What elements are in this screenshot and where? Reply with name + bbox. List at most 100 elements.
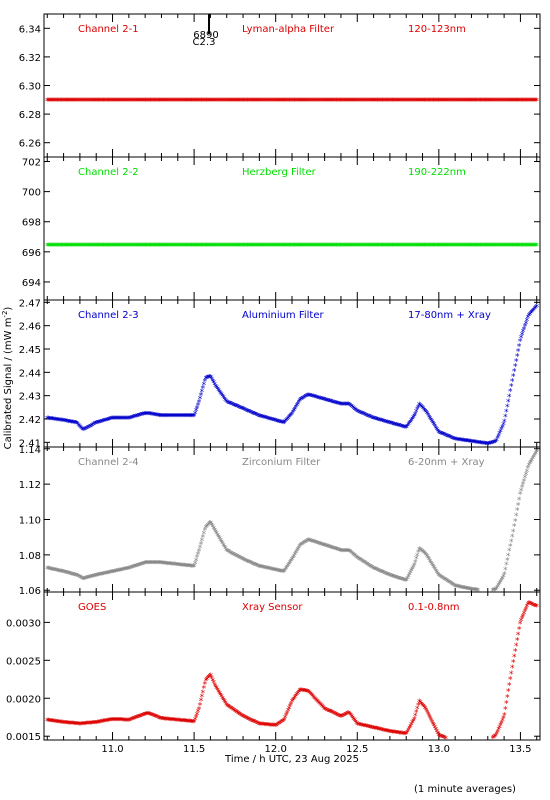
data-point: * xyxy=(353,97,358,107)
data-point: * xyxy=(128,242,133,252)
data-point: * xyxy=(364,412,369,422)
data-point: * xyxy=(104,570,109,580)
data-point: * xyxy=(432,564,437,574)
data-point: * xyxy=(268,416,273,426)
data-point: * xyxy=(517,342,522,352)
data-point: * xyxy=(395,97,400,107)
data-point: * xyxy=(112,242,117,252)
data-point: * xyxy=(310,393,315,403)
data-point: * xyxy=(534,304,539,314)
data-point: * xyxy=(383,242,388,252)
data-point: * xyxy=(59,242,64,252)
data-point: * xyxy=(83,425,88,435)
data-point: * xyxy=(212,242,217,252)
data-point: * xyxy=(445,242,450,252)
data-point: * xyxy=(149,411,154,421)
data-point: * xyxy=(217,388,222,398)
data-point: * xyxy=(90,422,95,432)
data-point: * xyxy=(208,373,213,383)
data-point: * xyxy=(121,415,126,425)
data-point: * xyxy=(481,440,486,450)
data-point: * xyxy=(128,415,133,425)
data-point: * xyxy=(534,448,539,458)
data-point: * xyxy=(122,415,127,425)
data-point: * xyxy=(422,550,427,560)
data-point: * xyxy=(188,242,193,252)
data-point: * xyxy=(459,242,464,252)
data-point: * xyxy=(165,560,170,570)
data-point: * xyxy=(157,412,162,422)
data-point: * xyxy=(388,572,393,582)
data-point: * xyxy=(420,97,425,107)
data-point: * xyxy=(210,242,215,252)
data-point: * xyxy=(108,569,113,579)
data-point: * xyxy=(94,572,99,582)
data-point: * xyxy=(474,97,479,107)
data-point: * xyxy=(512,242,517,252)
data-point: * xyxy=(244,242,249,252)
data-point: * xyxy=(407,97,412,107)
data-point: * xyxy=(456,583,461,593)
data-point: * xyxy=(284,417,289,427)
data-point: * xyxy=(347,401,352,411)
data-point: * xyxy=(434,424,439,434)
data-point: * xyxy=(277,97,282,107)
data-point: * xyxy=(488,440,493,450)
data-point: * xyxy=(500,575,505,585)
data-point: * xyxy=(216,387,221,397)
data-point: * xyxy=(131,414,136,424)
data-point: * xyxy=(67,97,72,107)
data-point: * xyxy=(440,430,445,440)
data-point: * xyxy=(516,347,521,357)
data-point: * xyxy=(301,394,306,404)
data-point: * xyxy=(139,412,144,422)
data-point: * xyxy=(54,416,59,426)
data-series: ****************************************… xyxy=(45,600,539,745)
data-point: * xyxy=(224,97,229,107)
data-point: * xyxy=(369,242,374,252)
data-point: * xyxy=(129,242,134,252)
data-point: * xyxy=(531,455,536,465)
data-point: * xyxy=(191,97,196,107)
data-point: * xyxy=(71,242,76,252)
data-point: * xyxy=(457,97,462,107)
data-point: * xyxy=(155,412,160,422)
data-point: * xyxy=(146,560,151,570)
data-point: * xyxy=(376,97,381,107)
data-point: * xyxy=(95,572,100,582)
data-point: * xyxy=(93,572,98,582)
data-point: * xyxy=(239,405,244,415)
panel-label: Channel 2-4 xyxy=(78,457,139,468)
data-point: * xyxy=(91,573,96,583)
data-point: * xyxy=(183,562,188,572)
data-point: * xyxy=(518,337,523,347)
data-point: * xyxy=(361,558,366,568)
data-point: * xyxy=(69,419,74,429)
data-point: * xyxy=(218,242,223,252)
data-point: * xyxy=(425,242,430,252)
data-point: * xyxy=(469,438,474,448)
data-point: * xyxy=(150,242,155,252)
data-point: * xyxy=(96,419,101,429)
data-point: * xyxy=(273,242,278,252)
data-point: * xyxy=(465,585,470,595)
data-point: * xyxy=(176,97,181,107)
data-point: * xyxy=(194,242,199,252)
data-point: * xyxy=(268,97,273,107)
data-point: * xyxy=(332,399,337,409)
data-point: * xyxy=(175,97,180,107)
panel-label: 190-222nm xyxy=(408,167,466,178)
data-point: * xyxy=(168,242,173,252)
data-point: * xyxy=(293,405,298,415)
data-point: * xyxy=(141,560,146,570)
data-point: * xyxy=(224,242,229,252)
data-point: * xyxy=(378,568,383,578)
data-point: * xyxy=(69,720,74,730)
data-point: * xyxy=(74,97,79,107)
data-point: * xyxy=(238,97,243,107)
data-point: * xyxy=(109,569,114,579)
data-point: * xyxy=(47,97,52,107)
data-point: * xyxy=(64,569,69,579)
data-point: * xyxy=(263,414,268,424)
data-point: * xyxy=(419,547,424,557)
